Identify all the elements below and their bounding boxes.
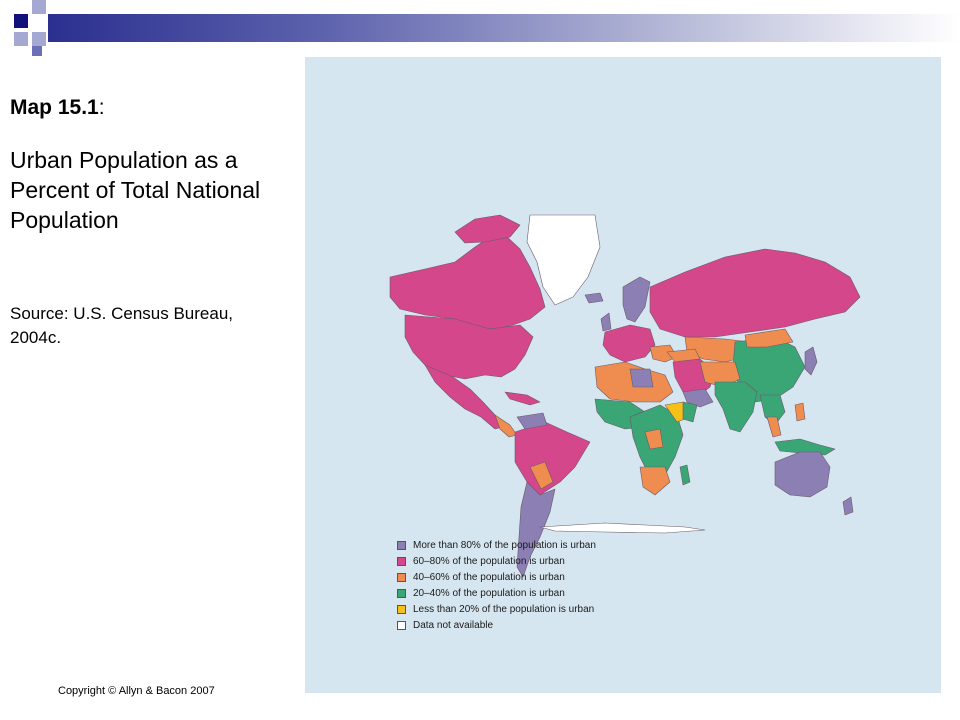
source-citation: Source: U.S. Census Bureau, 2004c. <box>10 304 234 347</box>
region-arabia <box>682 388 714 408</box>
region-argentina-chile <box>516 481 556 578</box>
region-scandinavia <box>622 276 651 323</box>
region-thailand-malaysia <box>766 416 782 438</box>
legend-item: 40–60% of the population is urban <box>397 569 596 585</box>
region-libya <box>629 368 654 388</box>
region-antarctica <box>539 522 706 534</box>
region-western-europe <box>602 324 656 363</box>
legend-label: More than 80% of the population is urban <box>413 539 596 551</box>
legend-label: Data not available <box>413 619 494 631</box>
region-horn-africa <box>682 401 698 423</box>
region-mongolia <box>744 328 794 348</box>
map-number: Map 15.1 <box>10 96 99 119</box>
region-southeast-asia <box>759 394 786 426</box>
map-legend: More than 80% of the population is urban… <box>397 537 596 633</box>
legend-item: Data not available <box>397 617 596 633</box>
region-brazil-north-sa <box>514 421 591 496</box>
region-united-states <box>404 314 534 380</box>
region-japan <box>804 346 818 376</box>
header-square-light-2 <box>14 32 28 46</box>
region-venezuela <box>516 412 548 430</box>
legend-swatch <box>397 540 406 550</box>
region-philippines <box>794 402 806 422</box>
region-greenland <box>526 214 601 306</box>
header-square-dark-2 <box>32 46 42 56</box>
region-australia <box>774 451 831 498</box>
legend-label: 60–80% of the population is urban <box>413 555 565 567</box>
region-madagascar <box>679 464 691 486</box>
legend-item: Less than 20% of the population is urban <box>397 601 596 617</box>
region-india <box>714 381 758 433</box>
region-balkans <box>649 344 678 363</box>
region-russia <box>649 248 861 338</box>
legend-label: Less than 20% of the population is urban <box>413 603 595 615</box>
region-southern-africa <box>639 466 671 496</box>
slide-title: Map 15.1: <box>10 96 105 120</box>
legend-swatch <box>397 604 406 614</box>
region-mexico <box>424 364 504 430</box>
map-subtitle: Urban Population as a Percent of Total N… <box>10 147 261 233</box>
legend-swatch <box>397 556 406 566</box>
region-uk <box>600 312 612 332</box>
header-square-dark-1 <box>14 14 28 28</box>
header-square-light-3 <box>32 32 46 46</box>
legend-swatch <box>397 620 406 630</box>
region-bolivia-paraguay <box>529 461 554 490</box>
region-new-zealand <box>842 496 854 516</box>
legend-swatch <box>397 572 406 582</box>
region-east-africa <box>644 428 664 450</box>
world-map-panel: More than 80% of the population is urban… <box>305 57 941 693</box>
legend-item: 60–80% of the population is urban <box>397 553 596 569</box>
region-indonesia <box>774 438 836 456</box>
region-caribbean <box>504 391 541 406</box>
header-gradient-band <box>48 14 960 42</box>
region-arctic-islands <box>454 214 521 244</box>
title-colon: : <box>98 96 105 119</box>
copyright-notice: Copyright © Allyn & Bacon 2007 <box>58 685 215 697</box>
legend-item: More than 80% of the population is urban <box>397 537 596 553</box>
legend-swatch <box>397 588 406 598</box>
legend-label: 20–40% of the population is urban <box>413 587 565 599</box>
region-canada-alaska <box>389 234 546 330</box>
region-central-america <box>494 414 518 438</box>
world-map <box>389 214 861 578</box>
header-square-light-1 <box>32 0 46 14</box>
region-iceland <box>584 292 604 304</box>
legend-item: 20–40% of the population is urban <box>397 585 596 601</box>
legend-label: 40–60% of the population is urban <box>413 571 565 583</box>
